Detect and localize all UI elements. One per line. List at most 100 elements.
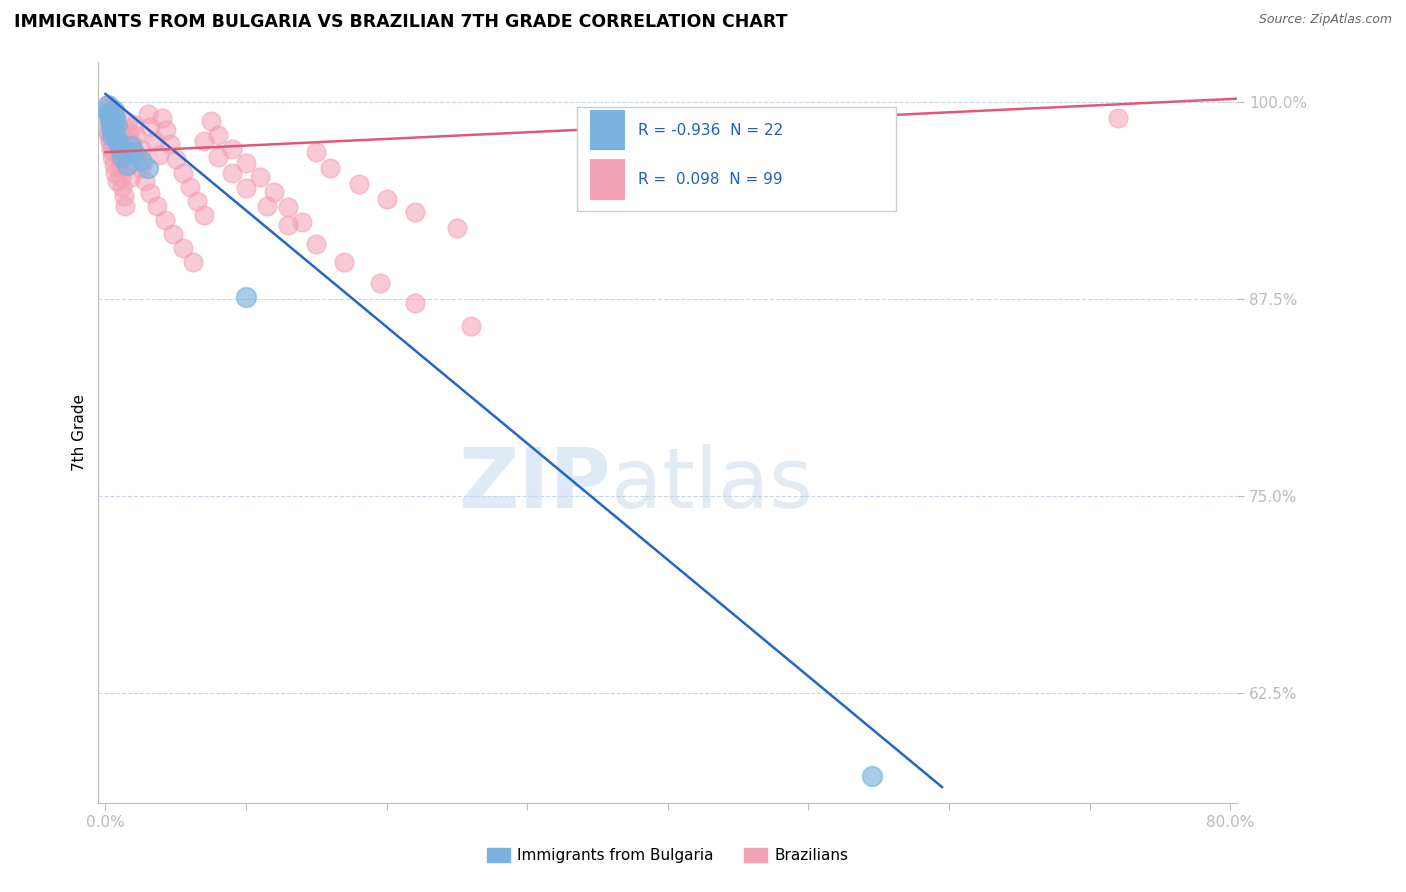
Point bbox=[291, 214, 314, 228]
Point bbox=[96, 111, 118, 125]
Point bbox=[249, 170, 271, 185]
Point bbox=[256, 199, 278, 213]
Point bbox=[107, 136, 129, 150]
Point bbox=[101, 150, 124, 164]
Point bbox=[159, 137, 181, 152]
Point bbox=[107, 145, 129, 160]
Point bbox=[148, 148, 170, 162]
Point bbox=[112, 189, 135, 203]
Point bbox=[104, 133, 127, 147]
Point bbox=[136, 161, 159, 175]
Point bbox=[172, 166, 194, 180]
Point bbox=[105, 139, 128, 153]
Point bbox=[115, 158, 138, 172]
FancyBboxPatch shape bbox=[576, 107, 896, 211]
Point bbox=[125, 129, 148, 144]
Text: R = -0.936  N = 22: R = -0.936 N = 22 bbox=[638, 122, 783, 137]
Point bbox=[121, 137, 143, 152]
Point bbox=[235, 181, 257, 195]
Point bbox=[107, 134, 129, 148]
Point bbox=[235, 290, 257, 304]
Point bbox=[165, 152, 187, 166]
Point bbox=[104, 111, 127, 125]
Point bbox=[103, 119, 125, 133]
Point bbox=[347, 177, 370, 191]
Point bbox=[162, 227, 184, 241]
Point bbox=[100, 113, 122, 128]
Text: ZIP: ZIP bbox=[458, 444, 612, 525]
Point bbox=[139, 186, 162, 201]
Point bbox=[97, 106, 120, 120]
Point bbox=[104, 109, 127, 123]
Point bbox=[193, 134, 215, 148]
Point bbox=[235, 156, 257, 170]
Point bbox=[186, 194, 208, 208]
Point bbox=[97, 106, 120, 120]
Text: Source: ZipAtlas.com: Source: ZipAtlas.com bbox=[1258, 13, 1392, 27]
Point bbox=[120, 170, 142, 185]
Point bbox=[139, 120, 162, 134]
Point bbox=[107, 139, 129, 153]
Point bbox=[115, 115, 138, 129]
Point bbox=[101, 144, 124, 158]
Point bbox=[181, 255, 204, 269]
Point bbox=[103, 158, 125, 172]
Point bbox=[221, 142, 243, 156]
Point bbox=[172, 241, 194, 255]
Bar bbox=[591, 110, 624, 151]
Point bbox=[150, 111, 173, 125]
Point bbox=[277, 218, 299, 232]
Point bbox=[129, 142, 152, 156]
Point bbox=[96, 123, 118, 137]
Bar bbox=[591, 160, 624, 200]
Point bbox=[114, 199, 136, 213]
Point bbox=[108, 152, 131, 166]
Point bbox=[305, 236, 328, 251]
Point bbox=[100, 142, 122, 156]
Point bbox=[108, 142, 131, 156]
Point bbox=[103, 103, 125, 117]
Point bbox=[263, 185, 285, 199]
Point bbox=[105, 119, 128, 133]
Point bbox=[122, 145, 145, 160]
Point bbox=[404, 205, 426, 219]
Point bbox=[97, 98, 120, 112]
Point bbox=[98, 134, 121, 148]
Point bbox=[333, 255, 356, 269]
Point bbox=[98, 107, 121, 121]
Point bbox=[100, 121, 122, 136]
Point bbox=[200, 113, 222, 128]
Point bbox=[134, 173, 156, 187]
Point bbox=[136, 107, 159, 121]
Y-axis label: 7th Grade: 7th Grade bbox=[72, 394, 87, 471]
Point bbox=[860, 769, 883, 783]
Point bbox=[101, 103, 124, 117]
Point bbox=[143, 134, 166, 148]
Text: atlas: atlas bbox=[612, 444, 813, 525]
Point bbox=[112, 161, 135, 175]
Point bbox=[155, 123, 177, 137]
Point bbox=[110, 150, 132, 164]
Point bbox=[101, 129, 124, 144]
Point bbox=[129, 153, 152, 167]
Point bbox=[105, 129, 128, 144]
Point bbox=[277, 200, 299, 214]
Point bbox=[108, 161, 131, 175]
Point bbox=[305, 145, 328, 160]
Point bbox=[129, 161, 152, 175]
Point bbox=[153, 213, 176, 227]
Point bbox=[132, 154, 155, 169]
Point bbox=[193, 208, 215, 222]
Point bbox=[97, 103, 120, 117]
Point bbox=[108, 123, 131, 137]
Point bbox=[120, 139, 142, 153]
Legend: Immigrants from Bulgaria, Brazilians: Immigrants from Bulgaria, Brazilians bbox=[481, 842, 855, 869]
Point bbox=[111, 180, 134, 194]
Point bbox=[221, 166, 243, 180]
Point bbox=[97, 126, 120, 140]
Point bbox=[98, 99, 121, 113]
Text: R =  0.098  N = 99: R = 0.098 N = 99 bbox=[638, 172, 783, 187]
Point bbox=[179, 180, 201, 194]
Point bbox=[98, 134, 121, 148]
Point bbox=[103, 126, 125, 140]
